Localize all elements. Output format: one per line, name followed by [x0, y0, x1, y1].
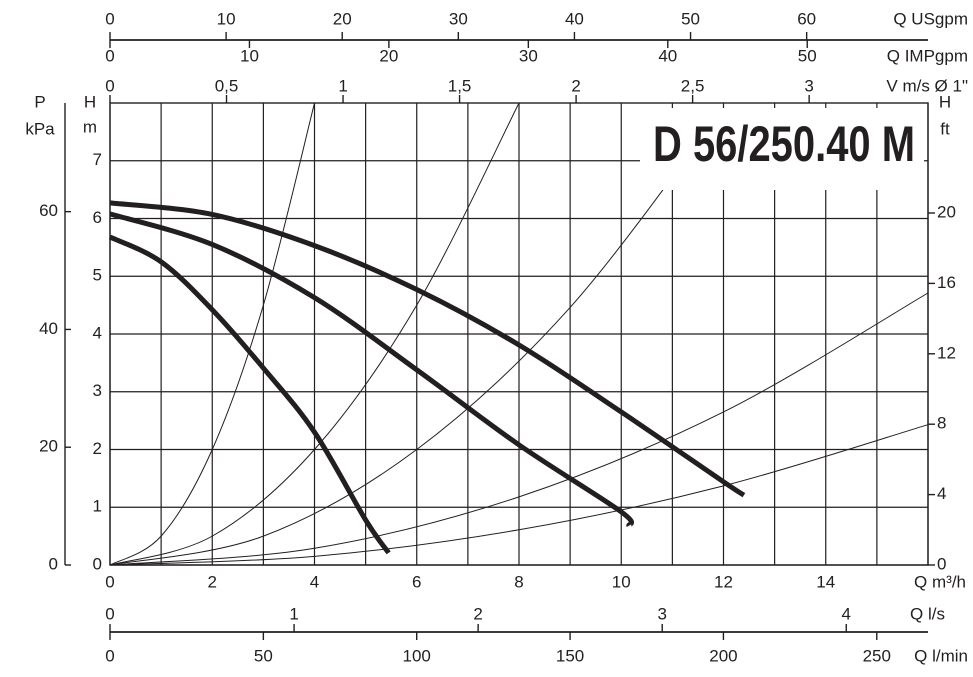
axis-label: Q IMPgpm — [887, 46, 968, 65]
tick-label: 40 — [658, 46, 677, 65]
tick-label: 1 — [338, 76, 347, 95]
y-tick-label: 5 — [93, 266, 102, 285]
y-tick-label: 6 — [93, 208, 102, 227]
tick-label: 150 — [556, 646, 584, 665]
tick-label: 4 — [842, 604, 851, 623]
x-tick-label: 6 — [412, 572, 421, 591]
pump-curve — [109, 211, 634, 528]
system-curve — [109, 107, 724, 566]
system-curve — [109, 292, 929, 566]
axis-label: Q l/s — [910, 604, 945, 623]
tick-label: 3 — [657, 604, 666, 623]
axis-label: P — [34, 92, 45, 111]
y-tick-label: 3 — [93, 381, 102, 400]
y-tick-label: 0 — [93, 554, 102, 573]
chart-title: D 56/250.40 M — [653, 116, 915, 172]
y-tick-label: 7 — [93, 150, 102, 169]
y-tick-label: 4 — [93, 323, 102, 342]
y-tick-label: 1 — [93, 497, 102, 516]
x-tick-label: 8 — [514, 572, 523, 591]
tick-label: 2,5 — [681, 76, 705, 95]
x-tick-label: 10 — [612, 572, 631, 591]
tick-label: 50 — [681, 9, 700, 28]
y-axis-label: H — [84, 92, 96, 111]
x-axis-label: Q m³/h — [914, 572, 966, 591]
axis-label: ft — [940, 119, 950, 138]
x-tick-label: 4 — [310, 572, 319, 591]
axis-label: V m/s Ø 1" — [886, 76, 968, 95]
axis-label: kPa — [25, 119, 55, 138]
tick-label: 20 — [379, 46, 398, 65]
tick-label: 0 — [937, 554, 946, 573]
tick-label: 30 — [519, 46, 538, 65]
tick-label: 100 — [403, 646, 431, 665]
tick-label: 10 — [240, 46, 259, 65]
tick-label: 60 — [797, 9, 816, 28]
axis-label: Q USgpm — [893, 9, 968, 28]
tick-label: 20 — [39, 437, 58, 456]
tick-label: 250 — [863, 646, 891, 665]
system-curve — [109, 102, 315, 566]
tick-label: 8 — [937, 414, 946, 433]
tick-label: 12 — [937, 343, 956, 362]
axis-label: H — [939, 92, 951, 111]
tick-label: 3 — [804, 76, 813, 95]
tick-label: 60 — [39, 201, 58, 220]
tick-label: 40 — [565, 9, 584, 28]
system-curve — [109, 424, 929, 566]
tick-label: 2 — [571, 76, 580, 95]
y-axis-label: m — [83, 117, 97, 136]
x-tick-label: 12 — [714, 572, 733, 591]
tick-label: 40 — [39, 319, 58, 338]
axis-label: Q l/min — [914, 646, 968, 665]
system-curve — [109, 102, 520, 566]
x-tick-label: 14 — [816, 572, 835, 591]
title-box — [640, 108, 924, 190]
tick-label: 16 — [937, 273, 956, 292]
tick-label: 0 — [105, 46, 114, 65]
tick-label: 50 — [254, 646, 273, 665]
tick-label: 0,5 — [215, 76, 239, 95]
tick-label: 30 — [449, 9, 468, 28]
pump-curve — [109, 200, 746, 498]
tick-label: 1 — [289, 604, 298, 623]
tick-label: 4 — [937, 484, 946, 503]
tick-label: 0 — [105, 9, 114, 28]
x-tick-label: 2 — [208, 572, 217, 591]
tick-label: 0 — [105, 646, 114, 665]
tick-label: 0 — [49, 554, 58, 573]
y-tick-label: 2 — [93, 439, 102, 458]
tick-label: 0 — [105, 76, 114, 95]
tick-label: 20 — [937, 202, 956, 221]
x-tick-label: 0 — [105, 572, 114, 591]
tick-label: 20 — [333, 9, 352, 28]
tick-label: 2 — [473, 604, 482, 623]
pump-curve — [108, 234, 391, 555]
tick-label: 50 — [798, 46, 817, 65]
tick-label: 200 — [709, 646, 737, 665]
tick-label: 0 — [105, 604, 114, 623]
tick-label: 10 — [217, 9, 236, 28]
tick-label: 1,5 — [448, 76, 472, 95]
